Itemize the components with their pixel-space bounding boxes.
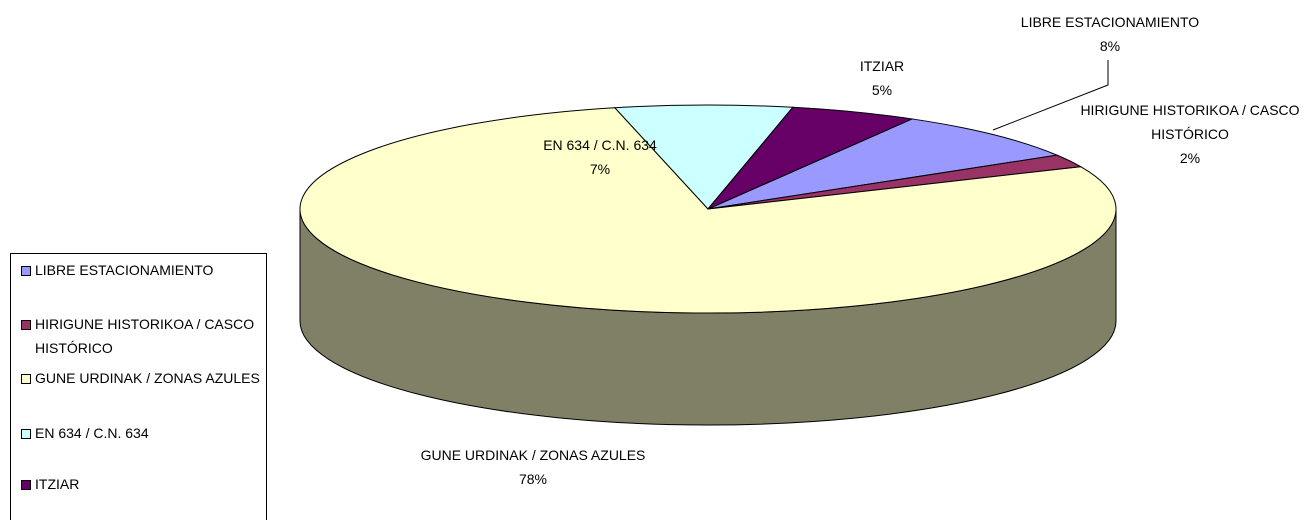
legend-entry: LIBRE ESTACIONAMIENTO xyxy=(21,258,275,282)
legend-swatch xyxy=(21,480,31,490)
leader-line xyxy=(992,60,1109,131)
legend-entry: GUNE URDINAK / ZONAS AZULES xyxy=(21,366,275,390)
data-label-value: 7% xyxy=(589,161,611,177)
pie-slice xyxy=(707,106,914,210)
legend-entry: HIRIGUNE HISTORIKOA / CASCO HISTÓRICO xyxy=(21,312,275,360)
legend-label: HIRIGUNE HISTORIKOA / CASCO HISTÓRICO xyxy=(35,316,255,356)
data-label-name: GUNE URDINAK / ZONAS AZULES xyxy=(420,447,646,463)
legend-swatch xyxy=(21,429,31,439)
data-label: LIBRE ESTACIONAMIENTO 8% xyxy=(980,10,1240,58)
data-label: GUNE URDINAK / ZONAS AZULES 78% xyxy=(413,443,653,491)
data-label-value: 2% xyxy=(1179,150,1201,166)
legend-label: GUNE URDINAK / ZONAS AZULES xyxy=(35,370,260,386)
legend-swatch xyxy=(21,374,31,384)
legend-label: EN 634 / C.N. 634 xyxy=(35,425,149,441)
legend-entry: EN 634 / C.N. 634 xyxy=(21,421,275,445)
data-label-name: EN 634 / C.N. 634 xyxy=(543,137,657,153)
legend: LIBRE ESTACIONAMIENTO HIRIGUNE HISTORIKOA… xyxy=(10,253,267,520)
data-label: HIRIGUNE HISTORIKOA / CASCO HISTÓRICO 2% xyxy=(1080,98,1300,170)
legend-label: ITZIAR xyxy=(35,476,80,492)
pie-slice xyxy=(707,118,1059,210)
legend-entry: ITZIAR xyxy=(21,472,275,496)
data-label: EN 634 / C.N. 634 7% xyxy=(490,133,710,181)
legend-swatch xyxy=(21,266,31,276)
data-label-value: 78% xyxy=(518,471,548,487)
data-label-name: LIBRE ESTACIONAMIENTO xyxy=(1020,14,1200,30)
pie-tops xyxy=(299,104,1117,314)
data-label-value: 8% xyxy=(1099,38,1121,54)
pie-slice xyxy=(299,107,1117,314)
data-label-name: ITZIAR xyxy=(859,58,905,74)
data-label-name: HIRIGUNE HISTORIKOA / CASCO HISTÓRICO xyxy=(1080,102,1300,142)
legend-swatch xyxy=(21,320,31,330)
data-label: ITZIAR 5% xyxy=(822,54,942,102)
legend-label: LIBRE ESTACIONAMIENTO xyxy=(35,262,214,278)
data-label-value: 5% xyxy=(871,82,893,98)
pie-slice xyxy=(613,104,794,210)
